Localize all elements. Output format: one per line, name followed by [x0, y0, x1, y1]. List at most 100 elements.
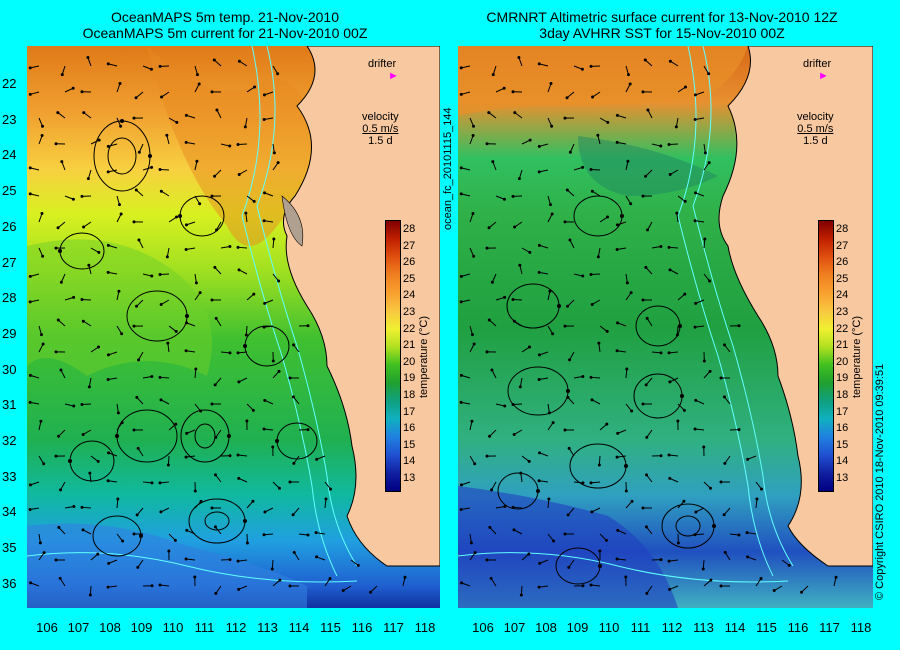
current-vector-head	[490, 280, 494, 284]
current-vector	[469, 343, 475, 353]
current-vector	[142, 65, 152, 70]
current-vector-head	[517, 177, 521, 181]
current-vector	[461, 374, 471, 379]
current-vector-head	[39, 333, 43, 337]
current-vector-head	[737, 428, 741, 432]
longitude-tick-label: 111	[194, 620, 215, 635]
current-vector	[512, 506, 523, 509]
current-vector-head	[106, 62, 110, 66]
longitude-tick-label: 106	[472, 620, 494, 635]
current-vector-head	[537, 170, 541, 174]
current-vector-head	[262, 93, 266, 97]
current-vector-head	[550, 212, 554, 216]
current-vector-head	[116, 411, 120, 415]
current-vector	[237, 143, 248, 146]
current-vector-head	[519, 471, 523, 475]
current-vector-head	[694, 191, 698, 195]
current-vector-head	[644, 383, 648, 387]
current-vector	[116, 291, 120, 301]
current-vector	[591, 507, 601, 513]
colorbar-tick-label: 16	[836, 422, 849, 435]
current-vector-head	[149, 67, 153, 71]
current-vector	[747, 455, 757, 460]
current-vector	[669, 477, 679, 483]
current-vector-head	[71, 86, 75, 90]
current-vector-head	[537, 243, 541, 247]
current-vector	[90, 247, 100, 253]
colorbar-tick-label: 22	[836, 322, 849, 335]
current-vector-head	[625, 367, 629, 371]
current-vector-head	[723, 343, 727, 347]
current-vector-head	[106, 270, 110, 274]
current-vector-head	[277, 279, 281, 283]
left-colorbar-title: temperature (°C)	[418, 315, 430, 398]
current-vector	[519, 265, 523, 275]
current-vector-head	[213, 383, 217, 387]
current-vector-head	[214, 473, 218, 477]
current-vector	[194, 195, 201, 204]
current-vector-head	[615, 223, 619, 227]
current-vector-head	[82, 225, 86, 229]
current-vector-head	[551, 332, 555, 336]
current-vector-head	[59, 488, 63, 492]
current-vector	[513, 429, 523, 435]
current-vector-head	[251, 408, 255, 412]
current-vector-head	[567, 565, 571, 569]
current-vector-head	[137, 238, 141, 242]
current-vector-head	[469, 541, 473, 545]
current-vector	[566, 189, 575, 197]
current-vector-head	[28, 373, 32, 377]
current-vector-head	[568, 358, 572, 362]
current-vector-head	[173, 538, 177, 542]
current-vector-head	[271, 359, 275, 363]
current-vector-head	[581, 481, 585, 485]
current-vector	[625, 65, 629, 75]
current-vector-head	[723, 461, 727, 465]
longitude-tick-label: 112	[225, 620, 247, 635]
current-vector-head	[675, 333, 679, 337]
current-vector-head	[760, 487, 764, 491]
right-title-line2: 3day AVHRR SST for 15-Nov-2010 00Z	[539, 25, 785, 41]
current-vector-head	[135, 395, 139, 399]
current-vector-head	[581, 274, 585, 278]
current-vector-head	[708, 369, 712, 373]
colorbar-tick-label: 25	[403, 272, 416, 285]
current-vector	[488, 319, 497, 327]
current-vector-head	[511, 194, 515, 198]
current-vector-head	[121, 539, 125, 543]
colorbar-tick-label: 15	[403, 438, 416, 451]
longitude-tick-label: 113	[693, 620, 714, 635]
right-drifter-legend: drifter	[803, 58, 832, 70]
current-vector	[539, 377, 549, 380]
current-vector-head	[737, 533, 741, 537]
current-vector	[676, 325, 679, 336]
current-vector-head	[193, 489, 197, 493]
current-vector-head	[215, 108, 219, 112]
current-vector-head	[184, 349, 188, 353]
current-vector	[160, 507, 170, 513]
current-vector	[215, 429, 222, 438]
current-vector-head	[97, 138, 101, 142]
current-vector-head	[198, 202, 202, 206]
current-vector	[81, 403, 92, 406]
current-vector-head	[185, 431, 189, 435]
current-vector-head	[80, 90, 84, 94]
current-vector-head	[512, 319, 516, 323]
current-vector	[298, 533, 309, 536]
current-vector	[703, 579, 712, 587]
current-vector-head	[512, 432, 516, 436]
latitude-tick-label: 24	[2, 147, 17, 163]
current-vector-head	[150, 274, 154, 278]
current-vector	[695, 220, 705, 223]
current-vector-head	[625, 281, 629, 285]
current-vector-head	[263, 301, 267, 305]
current-vector-head	[272, 151, 276, 155]
current-vector-head	[212, 58, 216, 62]
current-vector-head	[644, 265, 648, 269]
current-vector-head	[71, 197, 75, 201]
current-vector-head	[719, 584, 723, 588]
current-vector-head	[513, 111, 517, 115]
current-vector-head	[210, 90, 214, 94]
current-vector-head	[676, 419, 680, 423]
longitude-tick-label: 106	[36, 620, 58, 635]
